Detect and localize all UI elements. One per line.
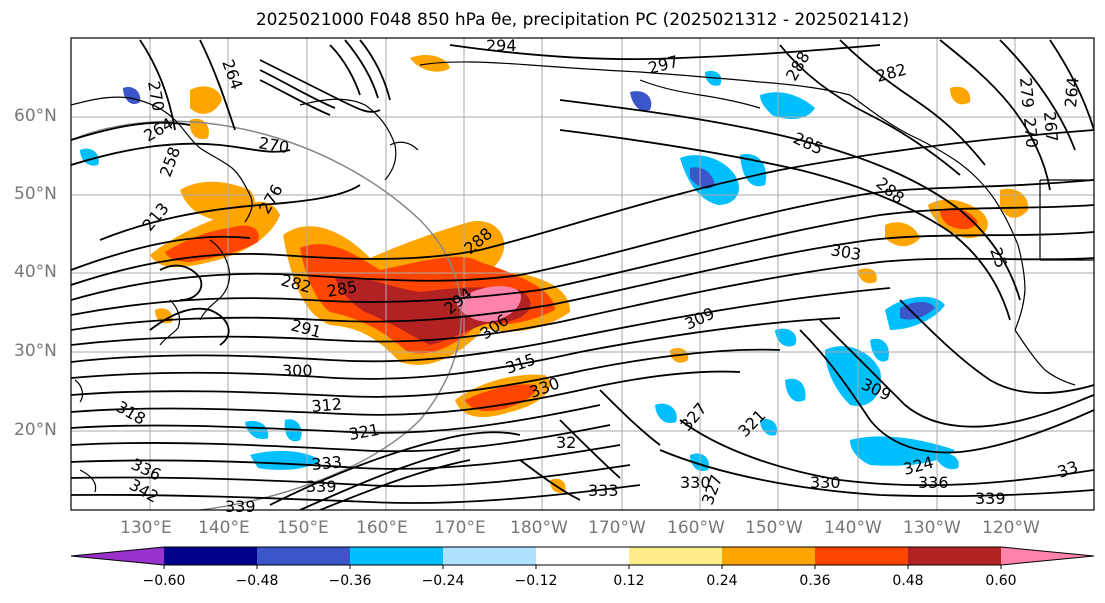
colorbar-tick-label: −0.24 [421,573,465,589]
lat-label: 20°N [14,420,57,440]
theta-e-contours [71,39,1094,510]
colorbar-tick-label: 0.36 [799,573,831,589]
colorbar-segment [908,547,1001,565]
colorbar-segment [164,547,257,565]
contour-label: 333 [588,481,619,500]
contour-label: 312 [311,394,343,416]
lon-label: 170°E [434,518,486,538]
colorbar-segment [257,547,350,565]
contour-label: 339 [225,497,256,516]
colorbar-tick-label: −0.36 [328,573,372,589]
colorbar-segment [350,547,443,565]
chart-title: 2025021000 F048 850 hPa θe, precipitatio… [255,10,910,30]
contour-label: 270 [1020,117,1042,149]
colorbar-tick-label: 0.48 [892,573,924,589]
contour-label: 300 [282,361,313,380]
colorbar-segment [722,547,815,565]
great-circle-arc [71,120,462,510]
lat-label: 40°N [14,262,57,282]
colorbar-tick-label: 0.60 [985,573,1017,589]
colorbar-segment [629,547,722,565]
colorbar-tick-label: 0.24 [706,573,738,589]
colorbar-segment [71,547,164,565]
contour-label: 333 [311,452,343,474]
contour-label: 264 [1061,76,1083,108]
contour-label: 294 [486,36,517,55]
lat-label: 50°N [14,184,57,204]
contour-label: 279 [1016,77,1038,109]
lon-label: 130°E [120,518,172,538]
colorbar [70,546,1095,569]
colorbar-tick-label: −0.60 [142,573,186,589]
lon-label: 120°W [982,518,1040,538]
contour-label: 339 [306,477,337,496]
lon-label: 140°W [824,518,882,538]
contour-label: 330 [810,473,841,492]
lat-label: 60°N [14,106,57,126]
colorbar-segment [443,547,536,565]
lat-label: 30°N [14,341,57,361]
colorbar-tick-label: 0.12 [613,573,645,589]
lon-label: 160°E [356,518,408,538]
colorbar-tick-label: −0.48 [235,573,279,589]
lon-label: 170°W [588,518,646,538]
lon-label: 180°W [510,518,568,538]
lon-label: 140°E [198,518,250,538]
contour-label: 330 [680,473,711,492]
precipitation-shading [80,55,1029,493]
map-frame [70,37,1095,511]
coastlines [71,61,1094,493]
contour-label: 267 [1040,111,1062,143]
contour-label: 336 [918,473,949,492]
contour-label: 339 [975,489,1006,508]
contour-label: 32 [556,433,576,452]
lon-label: 150°E [277,518,329,538]
colorbar-segment [536,547,629,565]
colorbar-segment [815,547,908,565]
lon-label: 130°W [903,518,961,538]
lon-label: 150°W [745,518,803,538]
lon-label: 160°W [667,518,725,538]
colorbar-tick-label: −0.12 [514,573,558,589]
colorbar-segment [1001,547,1094,565]
